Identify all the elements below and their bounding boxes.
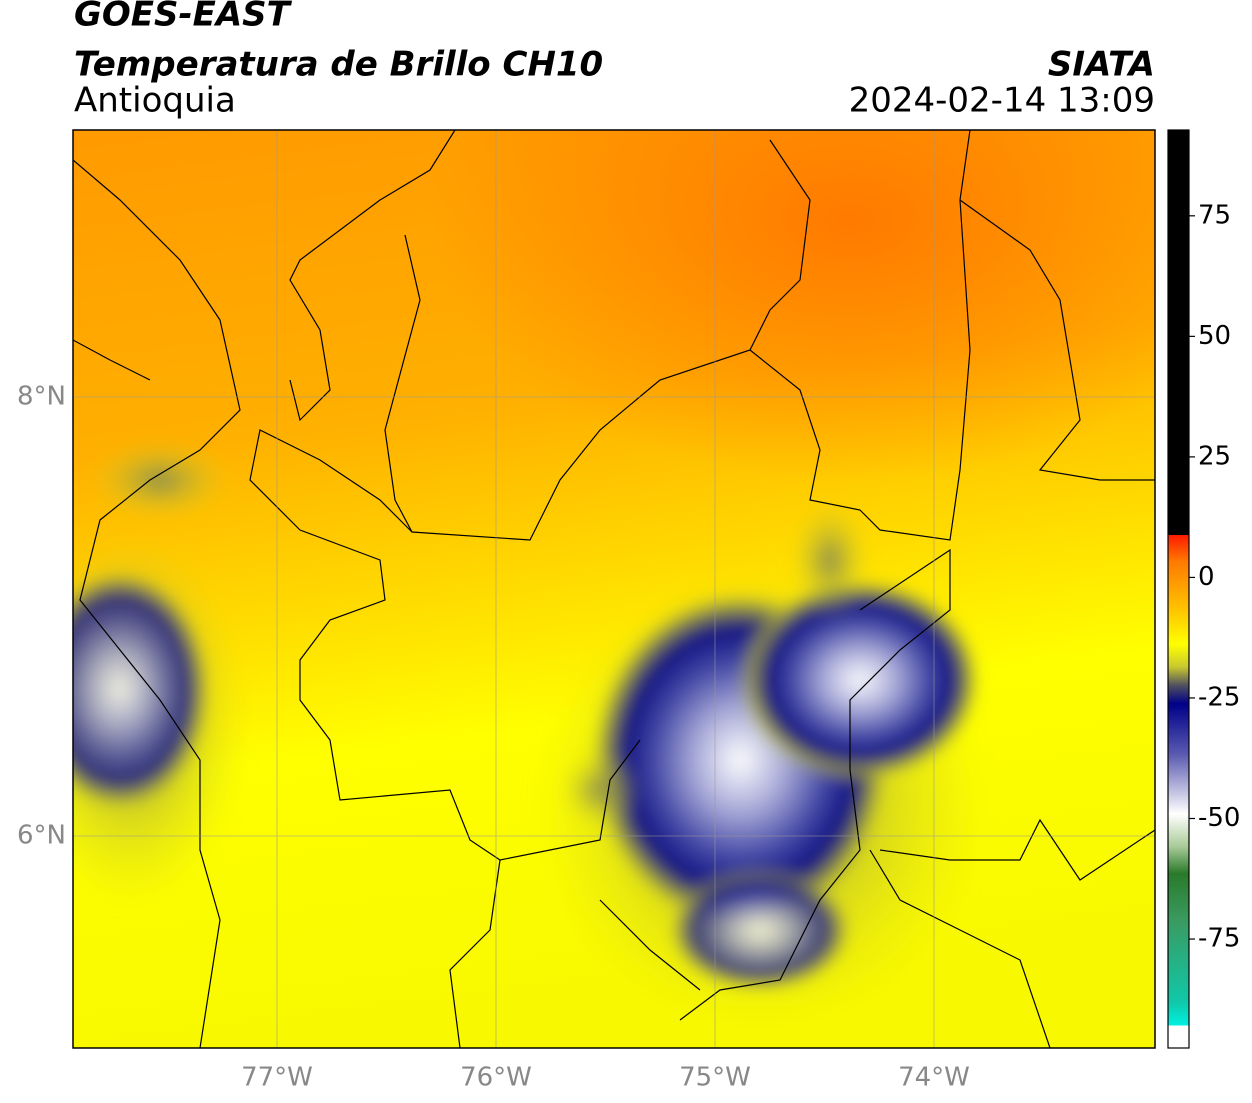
- colorbar-tick-label: 0: [1198, 562, 1215, 592]
- datetime: 2024-02-14 13:09: [849, 81, 1155, 121]
- colorbar-tick-label: -75: [1198, 924, 1240, 954]
- colorbar-tick-label: 75: [1198, 200, 1231, 230]
- title: GOES-EAST: [74, 0, 293, 35]
- colorbar-tick-label: 50: [1198, 321, 1231, 351]
- lon-label: 77°W: [241, 1063, 313, 1093]
- lat-label: 8°N: [17, 382, 66, 412]
- colorbar-ticks: 75 50 25 0 -25 -50 -75: [1189, 200, 1240, 954]
- map-image: [73, 130, 1155, 1048]
- lon-label: 74°W: [898, 1063, 970, 1093]
- colorbar-tick-label: -50: [1198, 803, 1240, 833]
- colorbar: [1167, 129, 1190, 1049]
- lon-label: 76°W: [460, 1063, 532, 1093]
- region: Antioquia: [74, 81, 236, 121]
- colorbar-tick-label: 25: [1198, 441, 1231, 471]
- product: Temperatura de Brillo CH10: [74, 45, 603, 85]
- colorbar-tick-label: -25: [1198, 682, 1240, 712]
- lat-label: 6°N: [17, 821, 66, 851]
- source: SIATA: [1048, 45, 1155, 85]
- lon-label: 75°W: [679, 1063, 751, 1093]
- map-frame: [72, 129, 1156, 1049]
